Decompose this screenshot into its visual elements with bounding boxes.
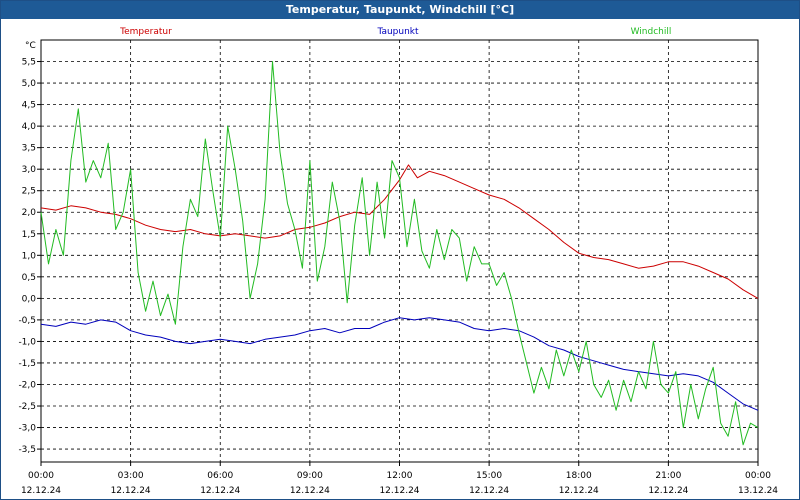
axes: -3,5 -3,0 -2,5 -2,0 -1,5 -1,0 -0,5 0,0 0,5 1,0 1,5… bbox=[18, 39, 778, 496]
y-tick-label: 3,5 bbox=[22, 144, 36, 154]
y-tick-label: 5,0 bbox=[22, 79, 37, 89]
x-tick-date-label: 13.12.24 bbox=[738, 486, 778, 496]
y-tick-label: -1,0 bbox=[18, 337, 36, 347]
y-tick-label: 4,5 bbox=[22, 101, 36, 111]
x-tick-time-label: 03:00 bbox=[118, 471, 144, 481]
y-tick-label: -3,0 bbox=[18, 424, 36, 434]
grid bbox=[41, 40, 758, 462]
x-tick-time-label: 21:00 bbox=[655, 471, 681, 481]
legend-item-temperatur: Temperatur bbox=[119, 27, 172, 37]
x-tick-date-label: 12.12.24 bbox=[111, 486, 151, 496]
plot-area-border bbox=[40, 39, 759, 463]
x-tick-time-label: 12:00 bbox=[387, 471, 413, 481]
x-tick-date-label: 12.12.24 bbox=[469, 486, 509, 496]
y-tick-label: 1,0 bbox=[22, 251, 37, 261]
chart-title: Temperatur, Taupunkt, Windchill [°C] bbox=[1, 1, 799, 19]
legend: Temperatur Taupunkt Windchill bbox=[119, 27, 671, 37]
series-line-temperatur bbox=[40, 164, 759, 299]
y-tick-label: -3,5 bbox=[18, 445, 36, 455]
y-tick-label: -2,0 bbox=[18, 380, 36, 390]
series-line-windchill bbox=[40, 61, 759, 446]
x-tick-time-label: 00:00 bbox=[28, 471, 54, 481]
legend-item-taupunkt: Taupunkt bbox=[376, 27, 419, 37]
y-axis-unit-label: °C bbox=[25, 41, 36, 51]
x-tick-time-label: 00:00 bbox=[745, 471, 771, 481]
y-tick-label: -0,5 bbox=[18, 316, 36, 326]
y-tick-label: -2,5 bbox=[18, 402, 36, 412]
x-tick-time-label: 06:00 bbox=[207, 471, 233, 481]
y-tick-label: 2,0 bbox=[22, 208, 37, 218]
series-layer bbox=[40, 61, 759, 446]
y-tick-label: 0,5 bbox=[22, 273, 36, 283]
x-tick-date-label: 12.12.24 bbox=[290, 486, 330, 496]
x-tick-date-label: 12.12.24 bbox=[648, 486, 688, 496]
y-tick-label: 4,0 bbox=[22, 122, 37, 132]
y-tick-label: 1,5 bbox=[22, 230, 36, 240]
x-tick-date-label: 12.12.24 bbox=[379, 486, 419, 496]
y-tick-label: 3,0 bbox=[22, 165, 37, 175]
y-tick-label: -1,5 bbox=[18, 359, 36, 369]
y-tick-label: 5,5 bbox=[22, 58, 36, 68]
x-tick-date-label: 12.12.24 bbox=[21, 486, 61, 496]
x-tick-time-label: 18:00 bbox=[566, 471, 592, 481]
x-tick-date-label: 12.12.24 bbox=[559, 486, 599, 496]
x-tick-time-label: 15:00 bbox=[476, 471, 502, 481]
x-tick-time-label: 09:00 bbox=[297, 471, 323, 481]
x-tick-date-label: 12.12.24 bbox=[200, 486, 240, 496]
y-tick-label: 0,0 bbox=[22, 294, 37, 304]
y-tick-label: 2,5 bbox=[22, 187, 36, 197]
legend-item-windchill: Windchill bbox=[631, 27, 672, 37]
